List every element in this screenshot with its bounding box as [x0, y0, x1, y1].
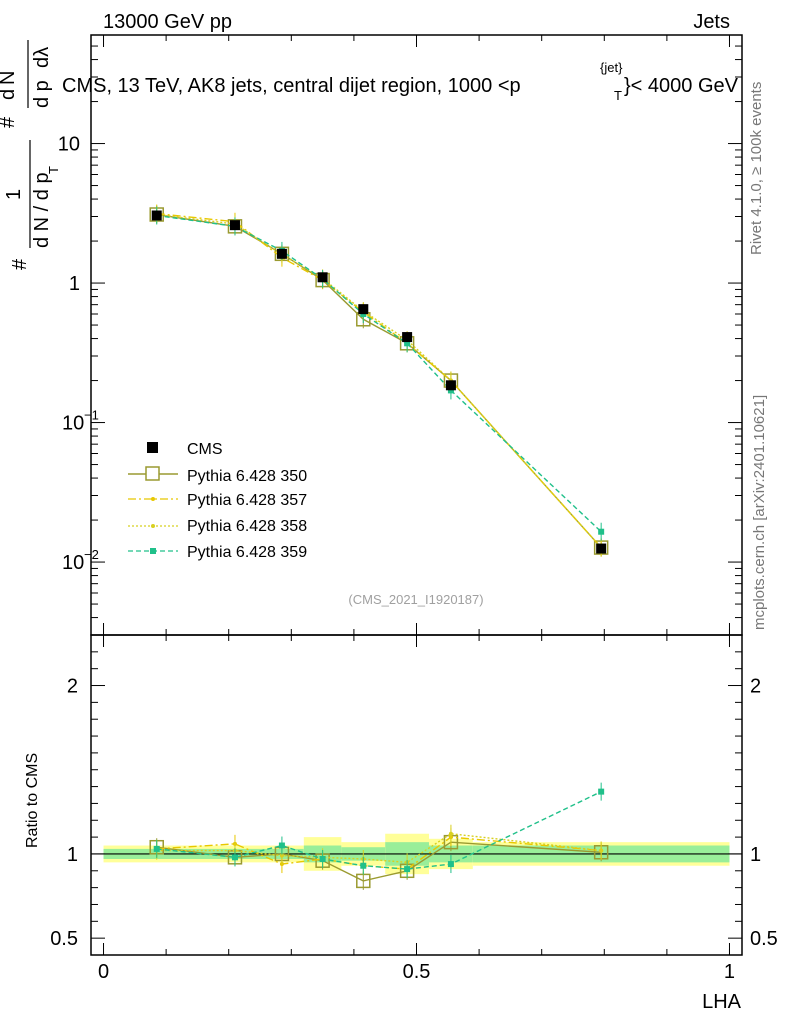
y-tick-exponent-0: −2: [84, 547, 99, 562]
series-point-main-3-6: [447, 387, 454, 394]
series-line-ratio-0: [156, 841, 602, 882]
ratio-tick-label-left-1: 1: [67, 844, 78, 866]
series-point-ratio-3-1: [231, 854, 238, 861]
cms-point-7: [596, 543, 607, 554]
cms-point-3: [317, 272, 328, 283]
series-point-ratio-2-7: [599, 848, 604, 853]
energy-label: 13000 GeV pp: [103, 11, 232, 33]
y-label-n: N: [0, 71, 19, 85]
cms-point-0: [151, 210, 162, 221]
cms-point-2: [276, 248, 287, 259]
legend-marker-350: [145, 466, 160, 481]
series-point-ratio-3-7: [598, 788, 605, 795]
series-point-ratio-3-3: [319, 856, 326, 862]
series-point-ratio-2-2: [279, 853, 284, 858]
x-tick-label-0: 0: [98, 961, 109, 983]
y-label-dlambda: dλ: [31, 47, 53, 68]
series-point-main-3-7: [598, 528, 605, 535]
legend-entry-cms: CMS: [147, 441, 223, 458]
legend-entry-358: Pythia 6.428 358: [128, 518, 307, 535]
ratio-tick-label-left-2: 2: [67, 676, 78, 698]
series-line-main-2: [156, 213, 602, 549]
y-label-one: 1: [3, 189, 25, 200]
series-point-main-3-5: [404, 340, 411, 347]
y-label-hash: #: [9, 258, 31, 270]
y-tick-label-2: 1: [69, 273, 80, 295]
ratio-tick-label-left-0: 0.5: [50, 928, 78, 950]
chart-title-main: CMS, 13 TeV, AK8 jets, central dijet reg…: [62, 75, 521, 97]
series-point-ratio-3-5: [404, 866, 411, 873]
y-tick-label-0: 10: [62, 552, 84, 574]
legend-label-358: Pythia 6.428 358: [187, 518, 307, 535]
ratio-tick-label-right-2: 2: [750, 676, 761, 698]
legend-marker-358: [151, 524, 155, 528]
chart-title-end: }< 4000 GeV: [624, 75, 739, 97]
legend-marker-cms: [147, 442, 158, 453]
legend-label-cms: CMS: [187, 441, 223, 458]
series-point-ratio-3-2: [278, 842, 285, 849]
series-line-ratio-3: [156, 791, 602, 870]
y-axis-label: # 1 d N / d p # d N d p dλ T: [0, 40, 61, 270]
legend-entry-359: Pythia 6.428 359: [128, 544, 307, 561]
chart-title: CMS, 13 TeV, AK8 jets, central dijet reg…: [62, 60, 739, 103]
chart-title-sub: T: [614, 88, 622, 103]
y-label-dp: d p: [31, 80, 53, 108]
ratio-tick-label-right-1: 1: [750, 844, 761, 866]
cms-point-1: [229, 220, 240, 231]
y-label-dn-dpt: d N / d p: [31, 172, 53, 248]
series-line-ratio-1: [156, 836, 602, 870]
x-axis-label: LHA: [702, 991, 742, 1013]
y-tick-label-1: 10: [62, 413, 84, 435]
y-label-t: T: [46, 166, 61, 174]
chart-title-sup: {jet}: [600, 60, 623, 75]
series-point-ratio-2-6: [448, 831, 453, 836]
legend-label-350: Pythia 6.428 350: [187, 468, 307, 485]
legend-entry-350: Pythia 6.428 350: [128, 466, 307, 485]
y-tick-label-3: 10: [58, 134, 80, 156]
legend-marker-357: [151, 497, 155, 501]
cms-point-4: [358, 304, 369, 315]
x-tick-label-2: 1: [724, 961, 735, 983]
y-label-d: d: [0, 89, 19, 100]
legend-marker-359: [150, 548, 156, 554]
series-point-ratio-3-6: [447, 861, 454, 868]
series-point-ratio-3-4: [360, 862, 367, 869]
y-label-hash-2: #: [0, 116, 19, 128]
series-line-main-3: [156, 214, 602, 533]
legend: CMS Pythia 6.428 350 Pythia 6.428 357 Py…: [128, 441, 307, 561]
series-point-ratio-3-0: [153, 845, 160, 852]
cms-point-5: [402, 332, 413, 343]
x-tick-label-1: 0.5: [403, 961, 431, 983]
cms-point-6: [445, 380, 456, 391]
analysis-watermark: (CMS_2021_I1920187): [348, 592, 483, 607]
category-label: Jets: [693, 11, 730, 33]
legend-label-359: Pythia 6.428 359: [187, 544, 307, 561]
series-layer: [149, 204, 609, 890]
ratio-y-label: Ratio to CMS: [24, 753, 41, 848]
ratio-plot-frame: [90, 634, 743, 956]
legend-entry-357: Pythia 6.428 357: [128, 492, 307, 509]
ratio-tick-label-right-0: 0.5: [750, 928, 778, 950]
y-tick-exponent-1: −1: [84, 408, 99, 423]
rivet-label: Rivet 4.1.0, ≥ 100k events: [748, 82, 765, 255]
mcplots-label: mcplots.cern.ch [arXiv:2401.10621]: [751, 395, 768, 630]
legend-label-357: Pythia 6.428 357: [187, 492, 307, 509]
